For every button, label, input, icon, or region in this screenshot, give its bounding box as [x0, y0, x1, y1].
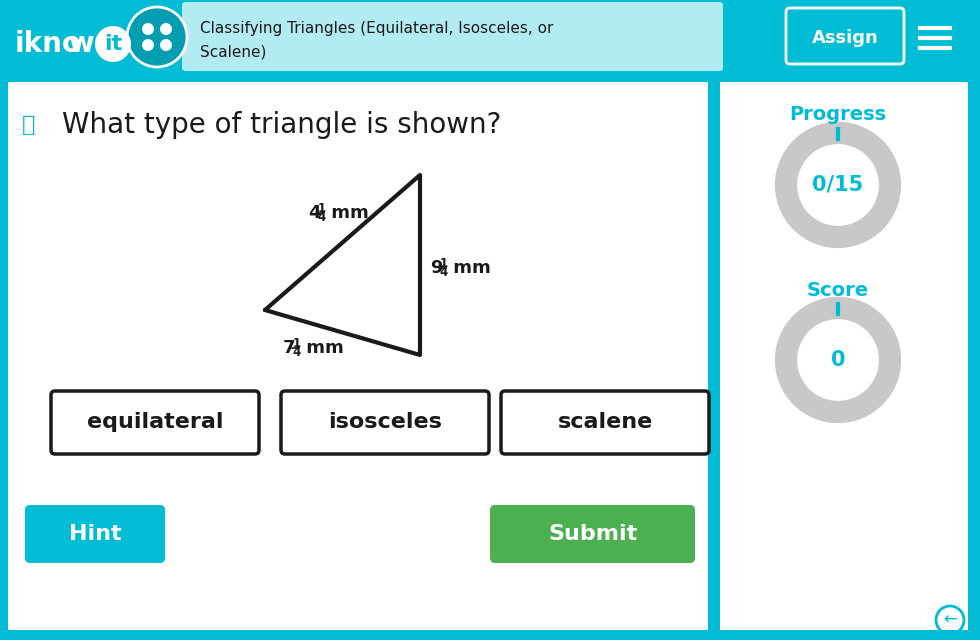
Text: Scalene): Scalene)	[200, 45, 267, 60]
Text: ←: ←	[943, 611, 956, 629]
Text: Assign: Assign	[811, 29, 878, 47]
Text: w: w	[68, 30, 94, 58]
Text: What type of triangle is shown?: What type of triangle is shown?	[62, 111, 502, 139]
Circle shape	[160, 23, 172, 35]
FancyBboxPatch shape	[25, 505, 165, 563]
Text: mm: mm	[325, 204, 368, 222]
Circle shape	[95, 26, 131, 62]
Text: Submit: Submit	[548, 524, 637, 544]
FancyBboxPatch shape	[182, 2, 723, 71]
Text: Classifying Triangles (Equilateral, Isosceles, or: Classifying Triangles (Equilateral, Isos…	[200, 20, 554, 35]
Text: mm: mm	[300, 339, 344, 357]
Text: 0/15: 0/15	[812, 175, 863, 195]
Text: Hint: Hint	[69, 524, 122, 544]
Text: ikno: ikno	[15, 30, 82, 58]
FancyBboxPatch shape	[0, 0, 980, 75]
Text: 🔊: 🔊	[22, 115, 35, 135]
FancyBboxPatch shape	[8, 82, 708, 630]
FancyBboxPatch shape	[968, 82, 980, 630]
Text: scalene: scalene	[558, 413, 653, 433]
Text: 1: 1	[293, 337, 301, 350]
FancyBboxPatch shape	[490, 505, 695, 563]
FancyBboxPatch shape	[720, 82, 968, 630]
Circle shape	[142, 39, 154, 51]
Text: 1: 1	[318, 202, 326, 215]
Text: 4: 4	[440, 266, 448, 279]
Text: 9: 9	[430, 259, 443, 277]
FancyBboxPatch shape	[786, 8, 904, 64]
FancyBboxPatch shape	[5, 3, 171, 70]
Text: 4: 4	[293, 346, 301, 359]
Text: 7: 7	[283, 339, 296, 357]
FancyBboxPatch shape	[501, 391, 709, 454]
Text: 0: 0	[831, 350, 846, 370]
Text: 4: 4	[318, 211, 326, 224]
FancyBboxPatch shape	[0, 630, 980, 640]
Text: Score: Score	[807, 280, 869, 300]
Circle shape	[142, 23, 154, 35]
Text: 1: 1	[440, 257, 448, 270]
FancyBboxPatch shape	[281, 391, 489, 454]
Text: it: it	[104, 34, 122, 54]
Circle shape	[127, 7, 187, 67]
Text: isosceles: isosceles	[328, 413, 442, 433]
Circle shape	[160, 39, 172, 51]
Text: 4: 4	[308, 204, 320, 222]
Text: Progress: Progress	[790, 106, 887, 125]
FancyBboxPatch shape	[51, 391, 259, 454]
Text: mm: mm	[447, 259, 491, 277]
Text: equilateral: equilateral	[87, 413, 223, 433]
